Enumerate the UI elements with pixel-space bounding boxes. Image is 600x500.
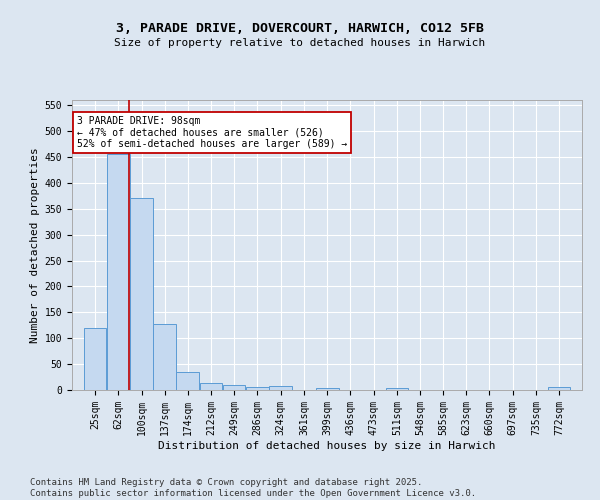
Bar [84, 328, 106, 390]
Y-axis label: Number of detached properties: Number of detached properties [31, 147, 40, 343]
Bar [246, 388, 269, 390]
Text: Contains HM Land Registry data © Crown copyright and database right 2025.
Contai: Contains HM Land Registry data © Crown c… [30, 478, 476, 498]
Bar [223, 386, 245, 390]
X-axis label: Distribution of detached houses by size in Harwich: Distribution of detached houses by size … [158, 440, 496, 450]
Bar [386, 388, 408, 390]
Bar [176, 372, 199, 390]
Text: 3 PARADE DRIVE: 98sqm
← 47% of detached houses are smaller (526)
52% of semi-det: 3 PARADE DRIVE: 98sqm ← 47% of detached … [77, 116, 347, 148]
Bar [130, 198, 153, 390]
Bar [316, 388, 338, 390]
Bar [548, 388, 570, 390]
Bar [107, 154, 130, 390]
Text: 3, PARADE DRIVE, DOVERCOURT, HARWICH, CO12 5FB: 3, PARADE DRIVE, DOVERCOURT, HARWICH, CO… [116, 22, 484, 36]
Bar [200, 383, 223, 390]
Bar [153, 324, 176, 390]
Bar [269, 386, 292, 390]
Text: Size of property relative to detached houses in Harwich: Size of property relative to detached ho… [115, 38, 485, 48]
